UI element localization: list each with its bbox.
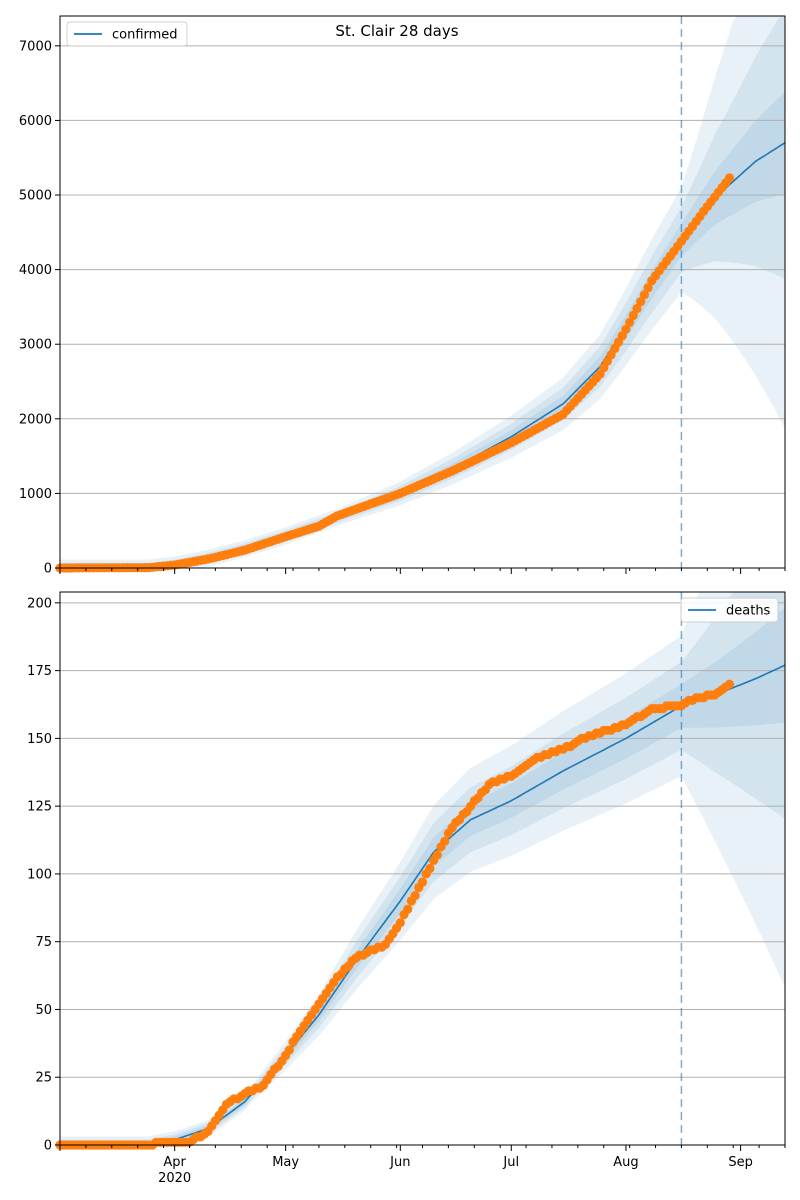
confirmed-x-ticks <box>59 568 786 574</box>
observed-point <box>724 679 735 689</box>
y-tick-label: 25 <box>35 1071 52 1086</box>
observed-point <box>440 836 450 847</box>
y-tick-label: 125 <box>27 800 52 815</box>
observed-point <box>724 173 735 183</box>
observed-point <box>636 297 646 307</box>
confirmed-panel: 0 1000 2000 3000 4000 5000 6000 7000 St. Clair … <box>19 15 786 577</box>
x-tick-label: Apr <box>163 1155 186 1170</box>
confirmed-y-axis: 0 1000 2000 3000 4000 5000 6000 7000 <box>19 39 60 577</box>
observed-point <box>643 283 653 293</box>
y-tick-label: 50 <box>35 1003 52 1018</box>
x-axis: Apr May Jun Jul Aug Sep 2020 <box>59 1145 786 1186</box>
deaths-legend-label: deaths <box>726 604 771 619</box>
deaths-y-axis: 0 25 50 75 100 125 150 175 200 <box>27 596 60 1154</box>
x-tick-label: Jun <box>389 1155 410 1170</box>
y-tick-label: 1000 <box>19 487 52 502</box>
confirmed-legend: confirmed <box>66 21 188 47</box>
confirmed-legend-label: confirmed <box>112 28 178 43</box>
observed-point <box>410 891 420 901</box>
observed-point <box>628 310 638 320</box>
y-tick-label: 4000 <box>19 263 52 278</box>
y-tick-label: 175 <box>27 664 52 679</box>
uncertainty-band <box>60 91 785 569</box>
confirmed-uncertainty-bands <box>60 16 785 569</box>
observed-point <box>395 918 405 928</box>
observed-point <box>403 904 413 914</box>
y-tick-label: 100 <box>27 867 52 882</box>
x-tick-label: Aug <box>613 1155 638 1170</box>
observed-point <box>621 324 631 334</box>
observed-point <box>639 290 650 300</box>
observed-point <box>432 850 442 860</box>
y-tick-label: 6000 <box>19 114 52 129</box>
observed-point <box>425 863 435 874</box>
observed-point <box>284 1045 294 1055</box>
deaths-gridlines <box>60 602 785 1146</box>
y-tick-label: 150 <box>27 732 52 747</box>
y-tick-label: 5000 <box>19 189 52 204</box>
chart-title: St. Clair 28 days <box>335 22 458 40</box>
confirmed-observed-points <box>55 173 735 573</box>
uncertainty-band <box>60 16 785 568</box>
y-tick-label: 0 <box>44 562 52 577</box>
x-tick-label: Sep <box>728 1155 753 1170</box>
x-year-label: 2020 <box>158 1171 191 1186</box>
uncertainty-band <box>60 16 785 568</box>
deaths-model-line <box>60 664 786 1146</box>
x-tick-label: Jul <box>502 1155 519 1170</box>
y-tick-label: 200 <box>27 596 52 611</box>
y-tick-label: 2000 <box>19 412 52 427</box>
deaths-legend: deaths <box>680 597 779 623</box>
observed-point <box>632 303 642 314</box>
observed-point <box>417 877 428 887</box>
y-tick-label: 75 <box>35 935 52 950</box>
x-tick-label: May <box>272 1155 299 1170</box>
observed-point <box>625 317 635 327</box>
y-tick-label: 3000 <box>19 338 52 353</box>
y-tick-label: 7000 <box>19 39 52 54</box>
y-tick-label: 0 <box>44 1139 52 1154</box>
deaths-panel: 0 25 50 75 100 125 150 175 200 Apr May Jun Jul Aug Se… <box>27 591 786 1186</box>
